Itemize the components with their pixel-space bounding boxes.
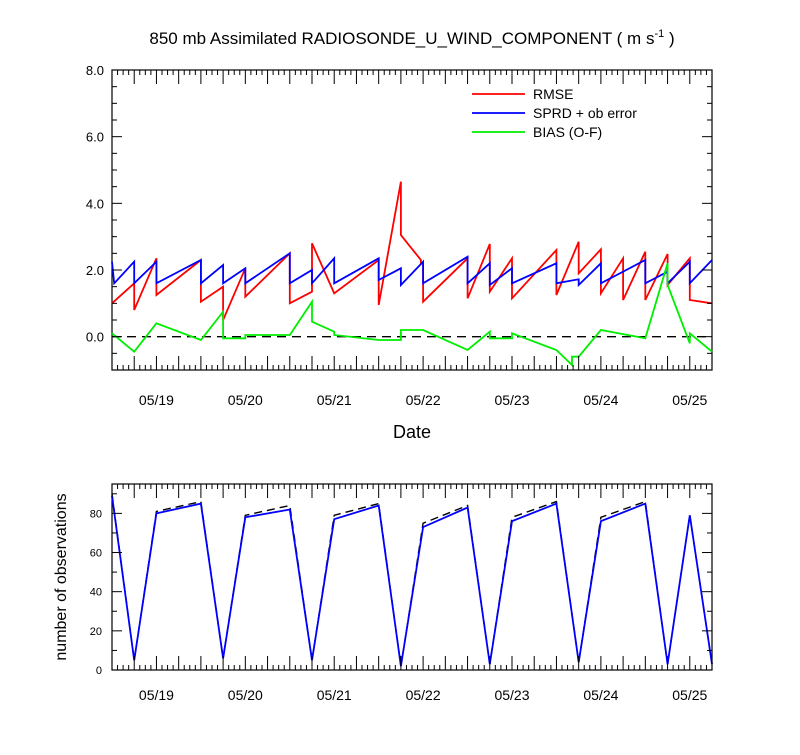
x-date-label: 05/20 <box>228 687 263 703</box>
legend-label-sprd: SPRD + ob error <box>533 105 637 121</box>
y-tick-label: 8.0 <box>86 63 104 78</box>
legend-label-bias: BIAS (O-F) <box>533 124 602 140</box>
y-tick-label: 60 <box>90 548 102 560</box>
series-line-observations-possible <box>111 493 713 667</box>
title-close: ) <box>664 29 674 48</box>
x-date-label: 05/20 <box>228 392 263 408</box>
x-date-label: 05/19 <box>139 687 174 703</box>
title-superscript: -1 <box>654 28 664 40</box>
legend: RMSE SPRD + ob error BIAS (O-F) <box>472 86 637 140</box>
x-axis-label: Date <box>393 422 431 442</box>
series-line-rmse <box>111 181 713 321</box>
y-tick-label: 4.0 <box>86 196 104 211</box>
x-date-label: 05/22 <box>406 687 441 703</box>
series-line-sprd-ob-error <box>111 251 713 288</box>
x-date-label: 05/19 <box>139 392 174 408</box>
x-date-label: 05/23 <box>494 687 529 703</box>
y-tick-label: 0.0 <box>86 330 104 345</box>
y-axis-label-observations: number of observations <box>53 493 70 660</box>
x-date-label: 05/22 <box>406 392 441 408</box>
x-date-label: 05/23 <box>494 392 529 408</box>
y-tick-label: 80 <box>90 508 102 520</box>
y-tick-label: 40 <box>90 587 102 599</box>
chart-title: 850 mb Assimilated RADIOSONDE_U_WIND_COM… <box>149 28 674 48</box>
series-line-observations-used <box>111 495 713 667</box>
series-line-bias-o-f <box>111 263 713 368</box>
x-date-label: 05/25 <box>672 392 707 408</box>
x-date-label: 05/21 <box>317 687 352 703</box>
x-date-label: 05/25 <box>672 687 707 703</box>
top-panel: 0.0 2.0 4.0 6.0 8.0 05/19 05/20 05/21 05/22 05/23… <box>86 63 713 442</box>
y-tick-label: 2.0 <box>86 263 104 278</box>
y-tick-label: 6.0 <box>86 130 104 145</box>
bottom-panel: 0 20 40 60 80 05/19 05/20 05/21 05/22 05/23 05/24 0… <box>53 483 713 703</box>
legend-label-rmse: RMSE <box>533 86 573 102</box>
x-date-label: 05/24 <box>583 687 618 703</box>
y-tick-label: 20 <box>90 626 102 638</box>
x-date-label: 05/21 <box>317 392 352 408</box>
x-date-label: 05/24 <box>583 392 618 408</box>
y-tick-label: 0 <box>96 665 102 677</box>
